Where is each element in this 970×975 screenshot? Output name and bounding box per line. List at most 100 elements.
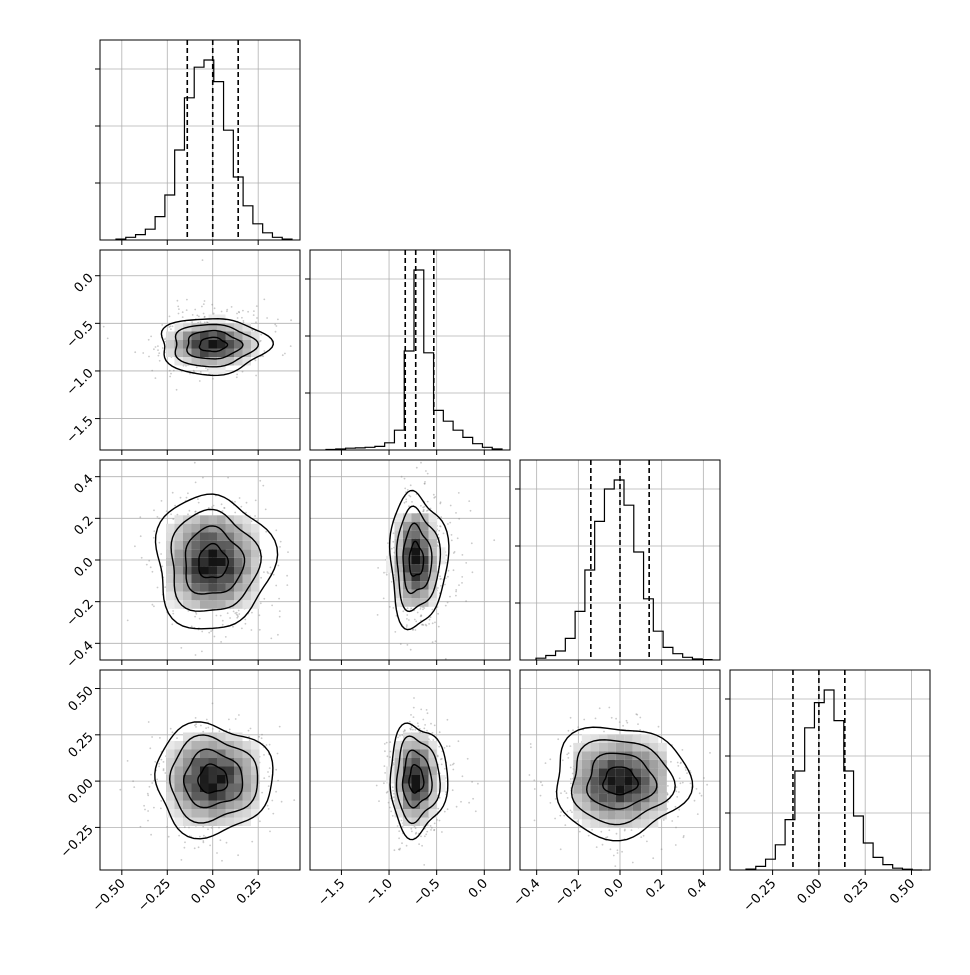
- scatter-point: [465, 562, 468, 564]
- density-cell: [403, 792, 412, 801]
- scatter-point: [423, 482, 426, 485]
- scatter-point: [397, 848, 400, 851]
- scatter-point: [242, 309, 244, 312]
- scatter-point: [161, 565, 164, 568]
- scatter-point: [530, 746, 532, 749]
- density-cell: [251, 809, 260, 818]
- scatter-point: [156, 778, 158, 781]
- density-cell: [174, 357, 183, 366]
- scatter-point: [248, 735, 250, 738]
- scatter-point: [401, 842, 403, 845]
- scatter-point: [458, 517, 461, 520]
- density-cell: [420, 521, 429, 531]
- density-cell: [590, 742, 599, 752]
- scatter-point: [428, 618, 431, 621]
- scatter-point: [440, 763, 443, 766]
- density-cell: [394, 766, 403, 775]
- scatter-point: [236, 317, 239, 319]
- scatter-point: [236, 312, 238, 315]
- scatter-point: [237, 311, 240, 313]
- density-cell: [251, 775, 260, 784]
- density-cell: [183, 583, 192, 592]
- density-cell: [225, 775, 234, 784]
- scatter-point: [406, 489, 409, 491]
- scatter-point: [559, 848, 562, 851]
- scatter-point: [178, 308, 180, 310]
- density-cell: [234, 783, 243, 792]
- scatter-point: [248, 739, 251, 741]
- scatter-point: [286, 574, 288, 577]
- scatter-point: [566, 753, 569, 756]
- scatter-point: [210, 826, 213, 829]
- density-cell: [166, 523, 175, 533]
- density-cell: [191, 766, 200, 775]
- contour-line: [198, 542, 230, 579]
- density-cell: [242, 749, 251, 758]
- scatter-point: [260, 333, 263, 336]
- scatter-point: [278, 610, 281, 612]
- scatter-point: [554, 817, 556, 820]
- scatter-point: [667, 785, 669, 787]
- scatter-point: [160, 807, 162, 810]
- scatter-point: [391, 815, 394, 817]
- contour-line: [160, 317, 275, 377]
- density-cell: [590, 785, 599, 794]
- scatter-point: [603, 730, 605, 733]
- density-cell: [242, 574, 251, 584]
- density-cell: [208, 340, 217, 349]
- scatter-point: [176, 513, 179, 516]
- density-cell: [420, 589, 429, 599]
- scatter-point: [198, 315, 200, 318]
- contour-line: [389, 722, 449, 841]
- density-cell: [200, 566, 209, 575]
- density-cell: [251, 340, 260, 349]
- scatter-point: [404, 487, 407, 490]
- scatter-point: [194, 717, 197, 719]
- density-cell: [394, 521, 403, 531]
- scatter-point: [432, 739, 435, 741]
- density-cell: [217, 783, 226, 792]
- density-cell: [242, 348, 251, 357]
- density-cell: [394, 555, 403, 565]
- density-cell: [411, 792, 420, 801]
- scatter-point: [571, 811, 573, 813]
- scatter-point: [260, 737, 263, 740]
- scatter-point: [413, 825, 416, 828]
- density-cell: [251, 783, 260, 792]
- scatter-point: [400, 475, 403, 478]
- scatter-point: [263, 777, 266, 779]
- scatter-point: [140, 556, 143, 559]
- density-cell: [191, 783, 200, 792]
- density-cell: [420, 817, 429, 826]
- density-cell: [208, 348, 217, 357]
- scatter-point: [236, 373, 239, 376]
- scatter-point: [424, 481, 426, 483]
- scatter-point: [642, 834, 645, 837]
- density-cell: [208, 515, 217, 524]
- density-cell: [641, 751, 650, 760]
- density-cell: [174, 340, 183, 349]
- density-cell: [411, 547, 420, 556]
- density-cell: [394, 783, 403, 792]
- joint-panel-3: [95, 669, 301, 875]
- scatter-point: [213, 307, 216, 310]
- density-cell: [191, 515, 200, 524]
- scatter-point: [437, 612, 439, 615]
- scatter-point: [254, 359, 257, 362]
- scatter-point: [213, 635, 216, 638]
- density-cell: [428, 758, 437, 767]
- density-cell: [428, 547, 437, 556]
- scatter-point: [410, 726, 413, 729]
- density-cell: [208, 591, 217, 601]
- scatter-point: [287, 551, 289, 553]
- scatter-point: [147, 810, 149, 812]
- density-cell: [166, 549, 175, 558]
- scatter-point: [398, 837, 400, 840]
- density-cell: [174, 323, 183, 332]
- density-cell: [208, 741, 217, 750]
- scatter-point: [666, 793, 669, 795]
- scatter-point: [207, 828, 209, 831]
- density-cell: [234, 591, 243, 601]
- density-cell: [411, 589, 420, 599]
- density-cell: [217, 549, 226, 558]
